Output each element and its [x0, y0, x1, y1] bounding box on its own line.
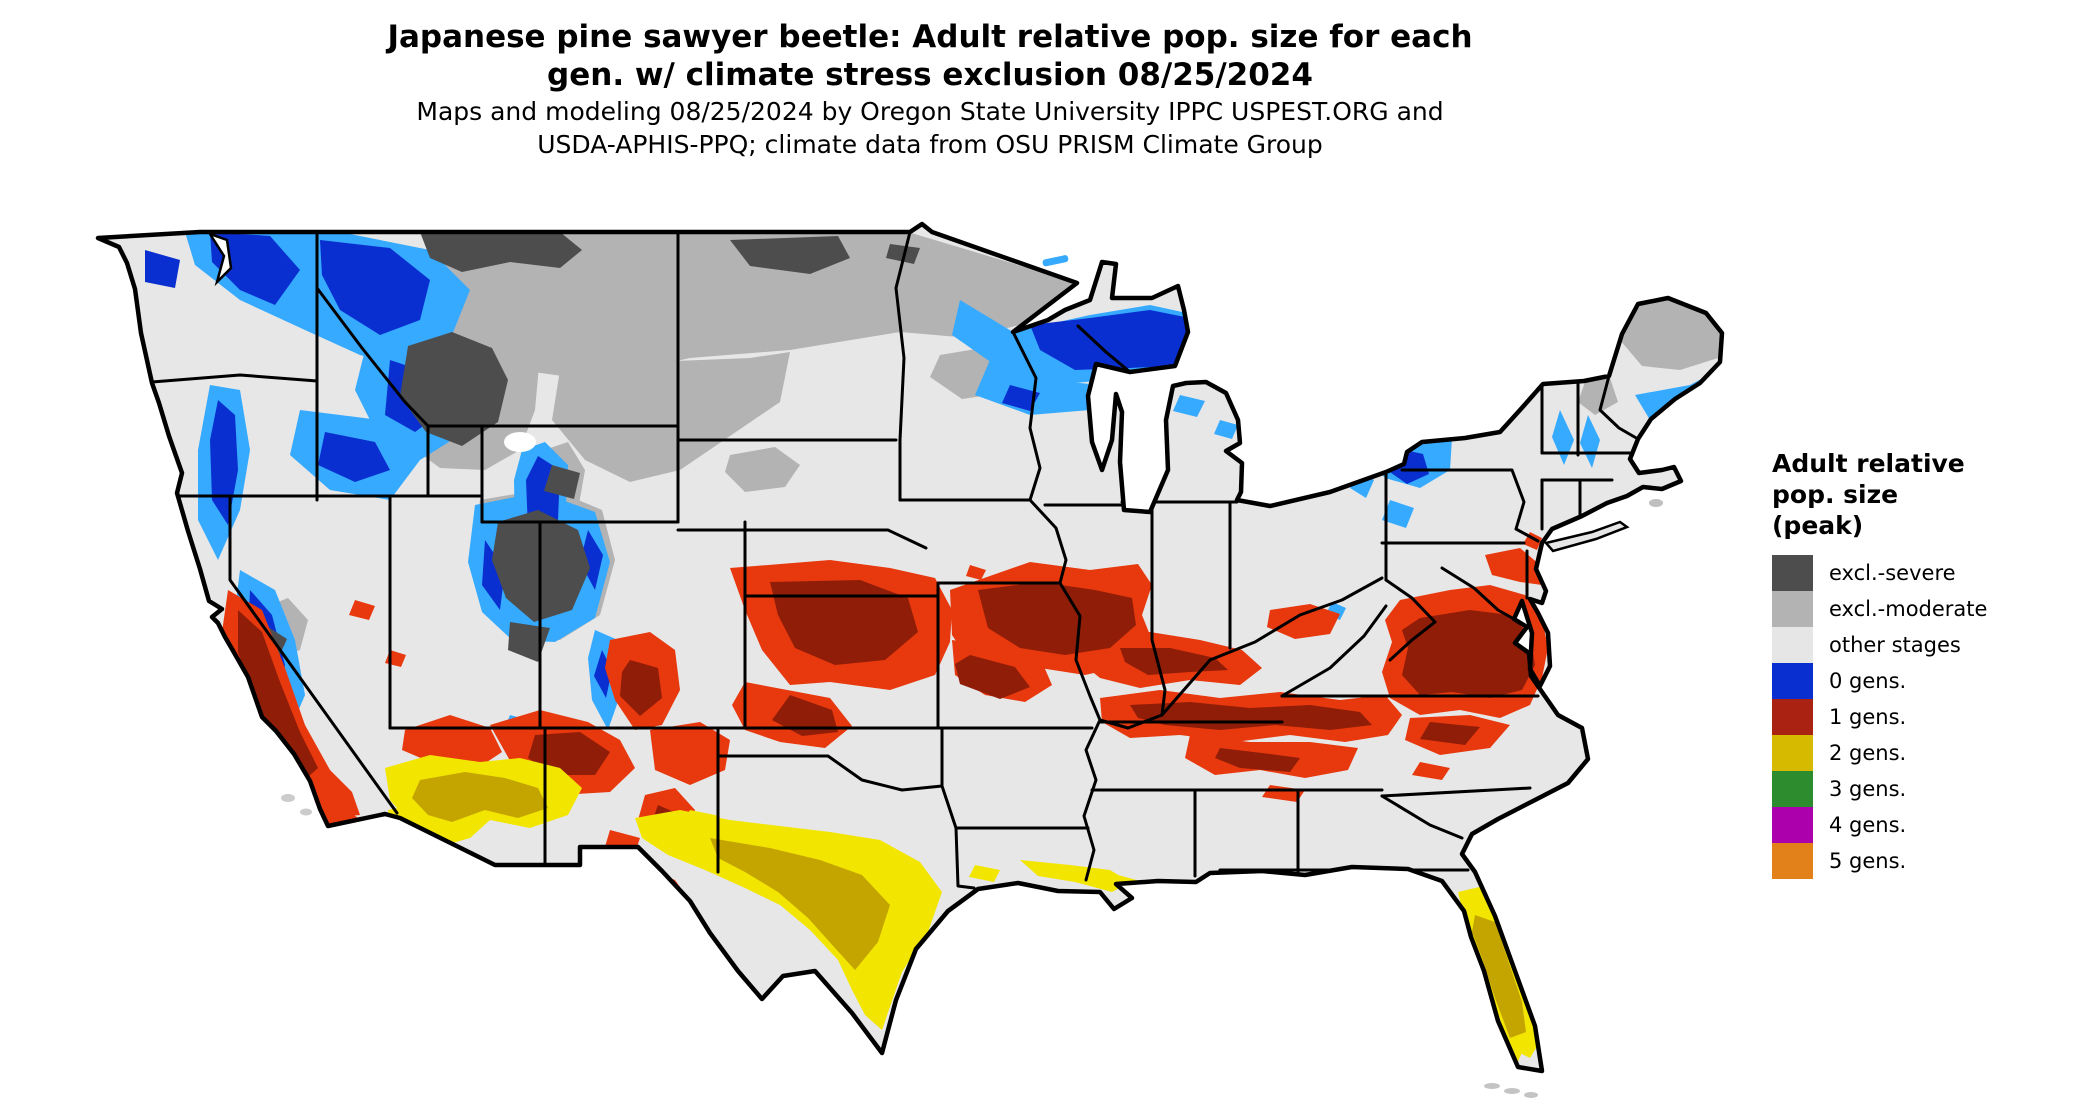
- gens2-dark-layer: [412, 772, 1526, 1038]
- legend-swatch-8: [1772, 843, 1813, 879]
- legend-label-8: 5 gens.: [1829, 849, 1907, 873]
- legend-swatch-1: [1772, 591, 1813, 627]
- state-borders: [150, 230, 1640, 890]
- legend-label-6: 3 gens.: [1829, 777, 1907, 801]
- legend-row-5-gens-: 5 gens.: [1772, 843, 2092, 879]
- nantucket-island: [1649, 499, 1663, 507]
- legend-row-3-gens-: 3 gens.: [1772, 771, 2092, 807]
- legend-swatch-7: [1772, 807, 1813, 843]
- legend-label-0: excl.-severe: [1829, 561, 1956, 585]
- map-subtitle: Maps and modeling 08/25/2024 by Oregon S…: [0, 95, 1860, 161]
- legend-label-7: 4 gens.: [1829, 813, 1907, 837]
- legend-label-3: 0 gens.: [1829, 669, 1907, 693]
- legend: Adult relative pop. size (peak) excl.-se…: [1772, 448, 2092, 879]
- shade-layers: [145, 232, 1722, 1064]
- map-details: [207, 231, 1663, 1098]
- map-subtitle-line1: Maps and modeling 08/25/2024 by Oregon S…: [416, 97, 1444, 126]
- legend-label-5: 2 gens.: [1829, 741, 1907, 765]
- legend-row-1-gens-: 1 gens.: [1772, 699, 2092, 735]
- legend-row-2-gens-: 2 gens.: [1772, 735, 2092, 771]
- legend-items: excl.-severe excl.-moderate other stages 0 …: [1772, 555, 2092, 879]
- legend-label-1: excl.-moderate: [1829, 597, 1988, 621]
- legend-row-0-gens-: 0 gens.: [1772, 663, 2092, 699]
- channel-island-2: [300, 808, 312, 816]
- legend-swatch-4: [1772, 699, 1813, 735]
- us-map-svg: [90, 170, 1790, 1098]
- legend-label-4: 1 gens.: [1829, 705, 1907, 729]
- puget-sound: [207, 231, 233, 287]
- channel-island-1: [281, 794, 295, 802]
- isle-royale: [1042, 255, 1069, 267]
- legend-label-2: other stages: [1829, 633, 1961, 657]
- legend-row-4-gens-: 4 gens.: [1772, 807, 2092, 843]
- legend-row-excl-severe: excl.-severe: [1772, 555, 2092, 591]
- long-island: [1543, 520, 1630, 553]
- legend-title-line1: Adult relative: [1772, 449, 1965, 478]
- map-title: Japanese pine sawyer beetle: Adult relat…: [0, 18, 1860, 94]
- legend-title-line3: (peak): [1772, 511, 1864, 540]
- map-title-line2: gen. w/ climate stress exclusion 08/25/2…: [547, 57, 1313, 93]
- great-salt-lake: [504, 432, 536, 452]
- map-title-line1: Japanese pine sawyer beetle: Adult relat…: [387, 19, 1473, 55]
- legend-swatch-3: [1772, 663, 1813, 699]
- legend-swatch-2: [1772, 627, 1813, 663]
- legend-row-other-stages: other stages: [1772, 627, 2092, 663]
- legend-swatch-0: [1772, 555, 1813, 591]
- legend-swatch-6: [1772, 771, 1813, 807]
- us-map: [90, 170, 1790, 1116]
- florida-keys-3: [1524, 1092, 1538, 1098]
- legend-title-line2: pop. size: [1772, 480, 1899, 509]
- legend-swatch-5: [1772, 735, 1813, 771]
- florida-keys-1: [1484, 1083, 1500, 1089]
- legend-row-excl-moderate: excl.-moderate: [1772, 591, 2092, 627]
- florida-keys-2: [1504, 1088, 1520, 1094]
- map-subtitle-line2: USDA-APHIS-PPQ; climate data from OSU PR…: [537, 130, 1323, 159]
